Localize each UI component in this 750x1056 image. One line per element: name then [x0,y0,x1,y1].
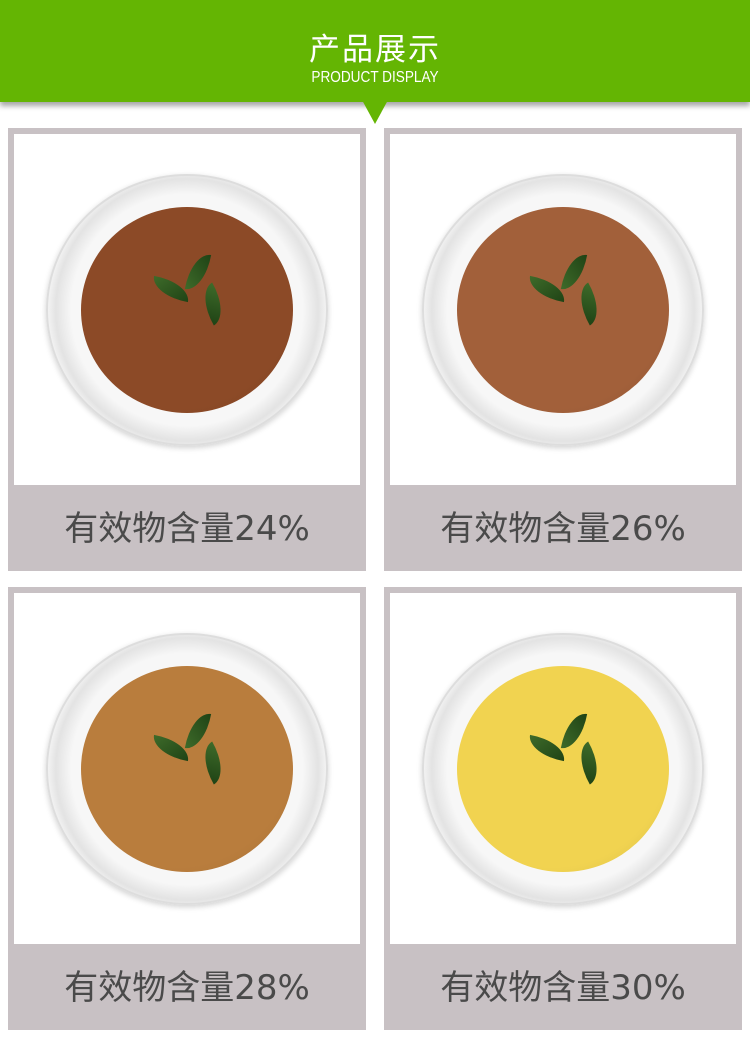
product-caption: 有效物含量30% [440,967,686,1008]
powder-image [81,665,293,872]
product-photo [14,593,360,944]
product-caption: 有效物含量24% [64,508,310,549]
section-subtitle: PRODUCT DISPLAY [311,69,439,86]
powder-image [457,206,669,413]
powder-image [457,665,669,872]
section-header: 产品展示 PRODUCT DISPLAY [0,0,750,102]
product-card[interactable]: 有效物含量26% [384,128,742,571]
product-caption: 有效物含量28% [64,967,310,1008]
powder-image [81,206,293,413]
product-card[interactable]: 有效物含量28% [8,587,366,1030]
product-photo [390,134,736,485]
header-pointer [362,100,388,124]
product-photo [14,134,360,485]
product-card[interactable]: 有效物含量30% [384,587,742,1030]
product-card[interactable]: 有效物含量24% [8,128,366,571]
section-title: 产品展示 [309,32,441,68]
product-caption: 有效物含量26% [440,508,686,549]
product-photo [390,593,736,944]
